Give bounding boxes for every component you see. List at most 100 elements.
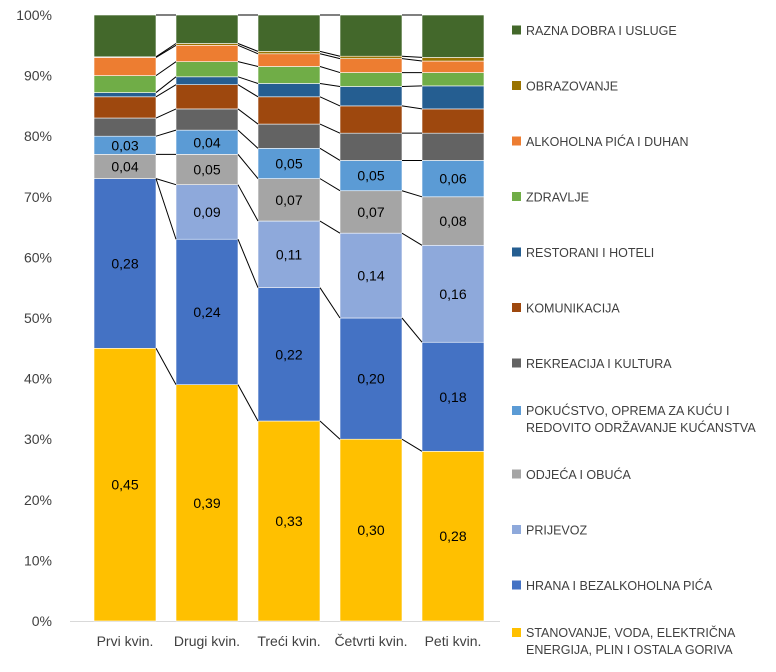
legend-label: RESTORANI I HOTELI [526,246,654,260]
bar-segment [257,220,321,288]
data-label: 0,39 [193,495,220,511]
series-line [237,61,259,67]
legend-label: POKUĆSTVO, OPREMA ZA KUĆU I [526,403,730,418]
data-label: 0,33 [275,513,302,529]
legend-swatch [512,406,521,415]
bar-segment [93,14,157,58]
bar-segment [421,57,485,62]
series-line [155,348,177,385]
series-line [319,220,341,234]
bar-segment [175,14,239,44]
bar-segment [93,96,157,119]
legend-label: ENERGIJA, PLIN I OSTALA GORIVA [526,643,733,657]
data-label: 0,24 [193,304,220,320]
x-tick-label: Drugi kvin. [174,633,240,649]
bar-segment [175,154,239,185]
bars-layer [93,14,485,622]
data-label: 0,06 [439,171,466,187]
data-label: 0,08 [439,213,466,229]
legend-label: REDOVITO ODRŽAVANJE KUĆANSTVA [526,420,756,435]
series-line [155,61,177,77]
x-tick-label: Četvrti kvin. [334,633,407,649]
legend-swatch [512,580,521,590]
legend-swatch [512,81,521,90]
x-tick-label: Prvi kvin. [97,633,154,649]
series-line [237,384,259,422]
legend-swatch [512,525,521,534]
bar-segment [93,154,157,179]
legend-swatch [512,303,521,312]
series-line [155,44,177,58]
legend-swatch [512,25,521,35]
series-line [319,178,341,192]
legend-swatch [512,136,521,146]
series-line [401,55,423,58]
bar-segment [339,105,403,134]
legend-label: PRIJEVOZ [526,524,587,538]
series-line [401,58,423,62]
bar-segment [93,75,157,93]
series-line [401,232,423,246]
series-line [319,287,341,319]
series-line [155,43,177,58]
legend-item: OBRAZOVANJE [512,80,618,94]
legend-item: HRANA I BEZALKOHOLNA PIĆA [512,578,713,593]
series-line [401,438,423,452]
legend-label: STANOVANJE, VODA, ELEKTRIČNA [526,625,736,640]
series-line [401,85,423,88]
legend-label: RAZNA DOBRA I USLUGE [526,24,677,38]
bar-segment [93,57,157,76]
y-tick-label: 100% [16,7,52,23]
axes-layer: 0% 10% 20% 30% 40% 50% 60% 70% 80% 90% 100% Prvi kv… [16,7,500,649]
series-line [155,178,177,186]
bar-segment [93,117,157,137]
bar-segment [421,85,485,110]
bar-segment [175,108,239,131]
y-tick-label: 20% [24,492,52,508]
series-line [237,44,259,55]
bar-segment [339,160,403,192]
bar-segment [421,160,485,198]
bar-segment [257,66,321,84]
bar-segment [421,132,485,161]
legend-swatch [512,358,521,368]
legend-swatch [512,247,521,257]
y-tick-label: 70% [24,189,52,205]
data-label: 0,28 [111,255,138,271]
legend-swatch [512,628,521,637]
series-line [237,129,259,149]
bar-segment [339,58,403,73]
series-line [155,84,177,98]
legend-item: ALKOHOLNA PIĆA I DUHAN [512,134,689,149]
legend-item: RESTORANI I HOTELI [512,246,654,260]
series-line [401,190,423,198]
y-tick-label: 90% [24,68,52,84]
legend-swatch [512,192,521,201]
bar-segment [257,287,321,422]
series-line [319,53,341,60]
data-label: 0,14 [357,268,384,284]
data-label: 0,04 [193,134,220,150]
bar-segment [339,132,403,161]
bar-segment [421,451,485,622]
bar-segment [175,76,239,85]
series-line [155,108,177,119]
bar-segment [175,238,239,385]
legend: RAZNA DOBRA I USLUGE OBRAZOVANJE ALKOHOLNA… [512,24,756,657]
bar-segment [257,51,321,55]
legend-label: REKREACIJA I KULTURA [526,357,672,371]
bar-segment [339,438,403,622]
data-label: 0,30 [357,522,384,538]
x-tick-label: Peti kvin. [425,633,482,649]
bar-segment [175,61,239,78]
bar-segment [421,14,485,58]
bar-segment [175,129,239,155]
bar-segment [257,420,321,622]
legend-item: ODJEĆA I OBUĆA [512,467,632,482]
bar-segment [421,72,485,87]
series-line [237,239,259,288]
bar-segment [339,317,403,440]
legend-label: HRANA I BEZALKOHOLNA PIĆA [526,578,713,593]
